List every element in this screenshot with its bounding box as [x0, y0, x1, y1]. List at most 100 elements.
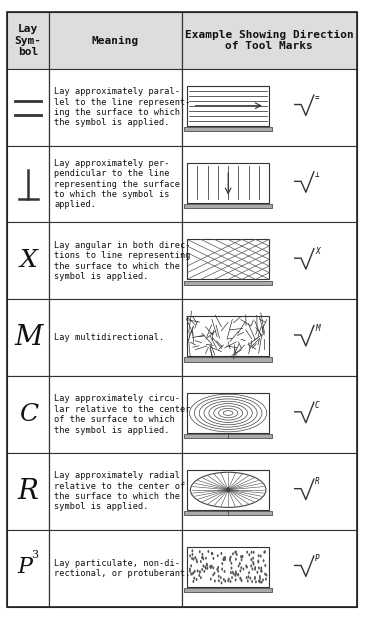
Circle shape	[231, 566, 232, 569]
Text: Lay approximately circu-
lar relative to the center
of the surface to which
the : Lay approximately circu- lar relative to…	[54, 394, 191, 435]
Circle shape	[254, 577, 256, 580]
Text: ⊥: ⊥	[315, 170, 320, 179]
Text: Lay
Sym-
bol: Lay Sym- bol	[15, 24, 42, 57]
Circle shape	[210, 566, 212, 569]
Bar	[7, 145, 49, 222]
Bar	[49, 222, 182, 300]
Text: R: R	[18, 478, 39, 505]
Circle shape	[231, 576, 233, 579]
Circle shape	[207, 567, 208, 570]
Circle shape	[221, 581, 222, 584]
Circle shape	[217, 569, 219, 573]
Circle shape	[264, 573, 266, 576]
Circle shape	[193, 576, 195, 579]
Circle shape	[221, 568, 223, 571]
Circle shape	[229, 559, 231, 562]
Circle shape	[239, 577, 241, 580]
Circle shape	[189, 568, 191, 571]
Circle shape	[192, 558, 194, 561]
Circle shape	[192, 553, 193, 556]
Circle shape	[223, 570, 225, 573]
Circle shape	[192, 571, 194, 574]
Bar	[7, 300, 49, 376]
Circle shape	[198, 574, 200, 577]
Bar	[7, 453, 49, 530]
Bar	[187, 163, 269, 202]
Text: X: X	[315, 247, 320, 256]
Circle shape	[245, 565, 247, 568]
Circle shape	[190, 573, 192, 576]
Circle shape	[206, 563, 208, 566]
Text: X: X	[19, 249, 37, 272]
Circle shape	[260, 555, 261, 558]
Circle shape	[217, 554, 219, 557]
Bar	[182, 12, 357, 69]
Text: C: C	[19, 403, 38, 426]
Bar	[182, 376, 357, 453]
Circle shape	[261, 569, 263, 573]
Bar	[49, 69, 182, 145]
Bar	[182, 300, 357, 376]
Bar	[7, 530, 49, 607]
Bar	[182, 222, 357, 300]
Circle shape	[253, 563, 254, 566]
Circle shape	[264, 564, 266, 567]
Bar	[187, 240, 269, 279]
Circle shape	[203, 557, 204, 560]
Circle shape	[254, 568, 256, 571]
Bar	[187, 393, 269, 433]
Circle shape	[239, 569, 241, 573]
Circle shape	[227, 579, 229, 582]
Circle shape	[242, 568, 244, 571]
Circle shape	[210, 578, 212, 581]
Circle shape	[211, 552, 213, 555]
Circle shape	[222, 558, 224, 561]
Bar	[7, 69, 49, 145]
Circle shape	[226, 487, 230, 493]
Circle shape	[257, 560, 259, 563]
Circle shape	[236, 553, 238, 556]
Circle shape	[250, 577, 251, 580]
Circle shape	[201, 553, 203, 556]
Circle shape	[230, 555, 232, 558]
Text: 3: 3	[31, 550, 38, 560]
Text: Lay particulate, non-di-
rectional, or protuberant.: Lay particulate, non-di- rectional, or p…	[54, 558, 191, 578]
Circle shape	[212, 573, 214, 576]
Circle shape	[252, 556, 254, 560]
Circle shape	[218, 574, 220, 578]
Circle shape	[253, 551, 255, 554]
Circle shape	[248, 553, 250, 556]
Bar	[184, 127, 272, 131]
Circle shape	[232, 552, 234, 555]
Circle shape	[235, 574, 236, 577]
Circle shape	[234, 551, 236, 554]
Circle shape	[235, 572, 237, 575]
Circle shape	[228, 578, 230, 581]
Circle shape	[262, 578, 264, 581]
Circle shape	[214, 571, 216, 574]
Bar	[187, 547, 269, 587]
Circle shape	[235, 558, 237, 561]
Circle shape	[199, 570, 201, 573]
Circle shape	[214, 579, 216, 582]
Circle shape	[224, 558, 226, 561]
Circle shape	[209, 565, 211, 568]
Circle shape	[258, 554, 260, 557]
Bar	[184, 588, 272, 592]
Circle shape	[229, 557, 231, 560]
Circle shape	[259, 581, 261, 584]
Text: Lay multidirectional.: Lay multidirectional.	[54, 333, 164, 342]
Text: P: P	[315, 554, 320, 563]
Circle shape	[260, 569, 262, 572]
Circle shape	[207, 550, 209, 553]
Bar	[184, 280, 272, 285]
Circle shape	[190, 565, 192, 568]
Circle shape	[231, 561, 232, 565]
Bar	[7, 222, 49, 300]
Text: Lay angular in both direc-
tions to line representing
the surface to which the
s: Lay angular in both direc- tions to line…	[54, 241, 191, 281]
Circle shape	[222, 562, 223, 565]
Circle shape	[259, 575, 261, 578]
Circle shape	[237, 574, 239, 577]
Text: Meaning: Meaning	[92, 35, 139, 46]
Circle shape	[191, 549, 193, 552]
